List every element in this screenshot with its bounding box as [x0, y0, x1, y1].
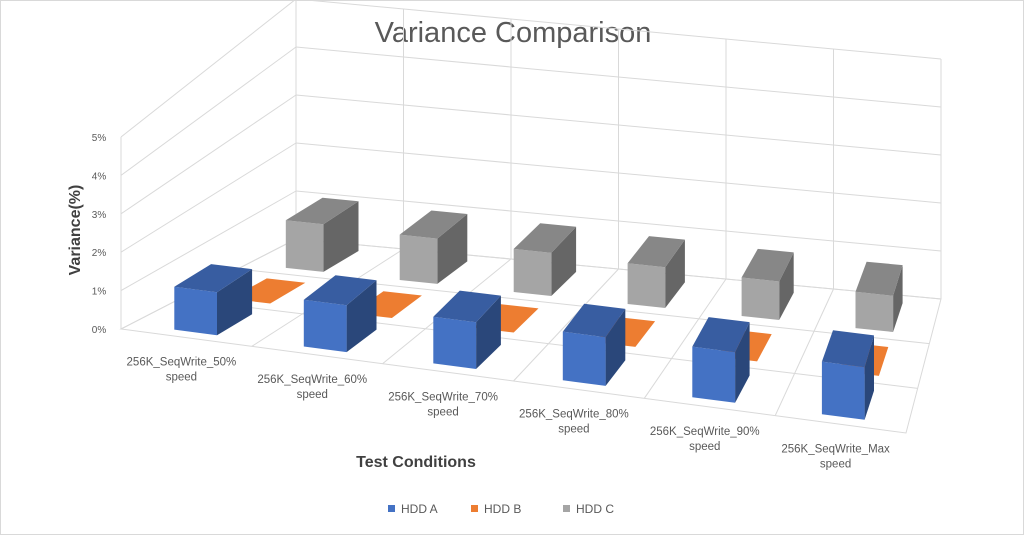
bar-side-face	[893, 265, 903, 332]
bar-front-face	[562, 331, 606, 386]
legend-swatch	[563, 505, 570, 512]
bar-side-face	[605, 308, 626, 386]
legend-swatch	[471, 505, 478, 512]
bar-front-face	[433, 316, 477, 369]
x-category-label: 256K_SeqWrite_Max speed	[781, 443, 890, 470]
bar-side-face	[779, 252, 794, 320]
side-wall-gridline	[120, 190, 297, 292]
y-tick-label: 2%	[92, 248, 107, 259]
legend-label: HDD B	[484, 502, 521, 516]
bar-top-face	[821, 330, 874, 368]
bar-hdd-a	[821, 330, 874, 420]
bar-side-face	[476, 295, 501, 369]
legend-item: HDD B	[471, 502, 521, 516]
legend-label: HDD C	[576, 502, 614, 516]
bar-top-face	[399, 210, 468, 239]
bar-side-face	[864, 335, 874, 420]
side-wall-gridline	[120, 94, 297, 215]
bar-hdd-c	[627, 236, 685, 308]
bar-side-face	[437, 214, 468, 284]
bar-top-face	[855, 261, 903, 296]
x-axis-title: Test Conditions	[356, 454, 476, 471]
bar-side-face	[323, 201, 359, 272]
y-axis-title: Variance(%)	[67, 185, 84, 276]
bar-top-face	[433, 290, 501, 323]
bar-front-face	[285, 220, 324, 272]
legend-item: HDD A	[388, 502, 438, 516]
chart-title: Variance Comparison	[375, 17, 652, 49]
bar-hdd-a	[433, 290, 501, 369]
x-category-label: 256K_SeqWrite_90% speed	[650, 426, 760, 453]
x-category-label: 256K_SeqWrite_50% speed	[127, 357, 237, 384]
bar-front-face	[855, 291, 894, 332]
bar-front-face	[399, 234, 438, 284]
bar-side-face	[346, 280, 377, 353]
bar-front-face	[741, 277, 780, 320]
chart-gridlines	[119, 1, 942, 434]
bar-hdd-c	[855, 261, 903, 332]
y-tick-label: 3%	[92, 210, 107, 221]
bar-top-face	[285, 197, 359, 225]
y-tick-label: 1%	[92, 287, 107, 298]
bar-front-face	[303, 299, 347, 353]
y-tick-label: 0%	[92, 325, 107, 336]
bar-hdd-a	[174, 264, 253, 336]
bar-front-face	[692, 346, 736, 403]
bar-front-face	[821, 361, 865, 420]
legend-label: HDD A	[401, 502, 438, 516]
bar-hdd-a	[692, 317, 750, 403]
bar-top-face	[741, 248, 794, 282]
side-wall-gridline	[120, 46, 297, 176]
bar-hdd-c	[399, 210, 468, 284]
bar-hdd-a	[562, 303, 626, 386]
x-category-label: 256K_SeqWrite_60% speed	[257, 374, 367, 401]
x-axis-category-labels: 256K_SeqWrite_50% speed 256K_SeqWrite_60% s…	[127, 357, 891, 471]
chart-legend: HDD A HDD B HDD C	[388, 502, 614, 516]
bar-hdd-c	[285, 197, 359, 272]
bar-front-face	[513, 248, 552, 296]
legend-swatch	[388, 505, 395, 512]
y-axis-tick-labels: 0% 1% 2% 3% 4% 5%	[92, 133, 107, 336]
floor-series-gridline	[179, 298, 918, 389]
bar-hdd-c	[513, 223, 577, 296]
bar-top-face	[303, 275, 377, 306]
bar-top-face	[627, 236, 685, 268]
floor-gridline	[774, 288, 834, 416]
bar-hdd-a	[303, 275, 377, 353]
bar-front-face	[174, 286, 217, 336]
bar-top-face	[692, 317, 750, 353]
bar-top-face	[174, 264, 253, 293]
chart-bars	[174, 197, 903, 420]
bar-side-face	[665, 239, 685, 308]
bar-front-face	[627, 263, 666, 308]
y-tick-label: 4%	[92, 171, 107, 182]
bar-top-face	[513, 223, 577, 253]
bar-side-face	[735, 322, 750, 403]
side-wall-gridline	[120, 142, 297, 253]
bar-hdd-c	[741, 248, 794, 320]
x-category-label: 256K_SeqWrite_80% speed	[519, 409, 629, 436]
floor-gridline	[643, 278, 727, 399]
floor-gridline	[513, 268, 619, 382]
y-tick-label: 5%	[92, 133, 107, 144]
bar-side-face	[217, 269, 253, 336]
bar-top-face	[562, 303, 626, 338]
bar-side-face	[551, 226, 577, 296]
x-category-label: 256K_SeqWrite_70% speed	[388, 391, 498, 418]
legend-item: HDD C	[563, 502, 614, 516]
side-wall-gridline	[120, 1, 295, 138]
